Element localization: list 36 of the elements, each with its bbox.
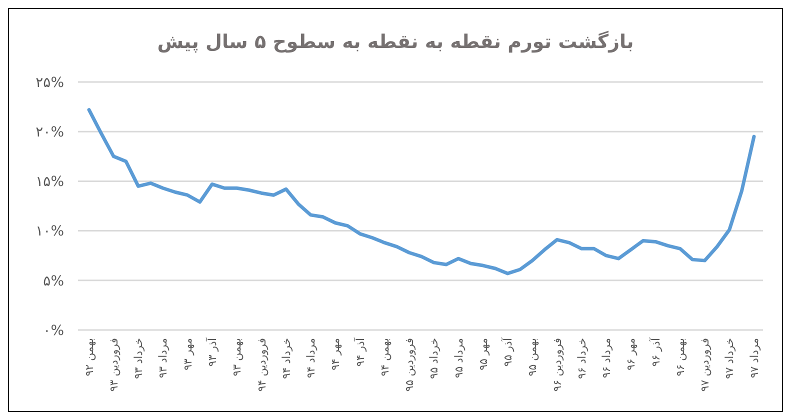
x-tick-label: آذر ۹۳: [205, 337, 219, 367]
x-tick-label: آذر ۹۴: [352, 337, 367, 367]
x-tick-label: خرداد ۹۵: [428, 338, 441, 380]
x-tick-label: بهمن ۹۳: [230, 338, 244, 376]
x-tick-label: مرداد ۹۴: [304, 338, 318, 378]
x-tick-label: مرداد ۹۶: [600, 338, 614, 378]
chart-title: بازگشت تورم نقطه به نقطه به سطوح ۵ سال پیش: [157, 30, 634, 53]
x-tick-label: بهمن ۹۴: [378, 338, 392, 376]
x-tick-label: فروردین ۹۶: [550, 338, 564, 392]
y-tick-label: ۱۰%: [36, 224, 64, 240]
x-tick-label: فروردین ۹۵: [403, 338, 416, 392]
x-tick-label: مهر ۹۵: [476, 338, 490, 370]
x-tick-label: مهر ۹۴: [329, 338, 342, 370]
y-tick-label: ۲۵%: [36, 74, 64, 91]
x-tick-label: فروردین ۹۷: [698, 338, 712, 392]
x-tick-label: مهر ۹۶: [624, 338, 638, 370]
x-tick-label: آذر ۹۵: [500, 337, 515, 367]
y-tick-label: ۱۵%: [36, 174, 64, 190]
x-tick-label: آذر ۹۶: [648, 337, 662, 367]
x-tick-label: خرداد ۹۳: [132, 338, 146, 380]
line-series: [87, 108, 756, 276]
y-tick-label: ۲۰%: [36, 124, 64, 140]
y-tick-label: ۵%: [43, 273, 64, 290]
x-tick-label: فروردین ۹۴: [255, 338, 268, 392]
x-tick-label: خرداد ۹۴: [280, 338, 293, 380]
x-tick-label: مرداد ۹۵: [452, 338, 466, 378]
x-tick-label: فروردین ۹۳: [107, 338, 120, 392]
y-tick-label: ۰%: [43, 322, 64, 339]
x-tick-label: خرداد ۹۷: [723, 338, 736, 380]
x-tick-label: بهمن ۹۵: [526, 338, 540, 376]
x-tick-label: بهمن ۹۶: [674, 338, 687, 376]
x-tick-label: خرداد ۹۶: [575, 338, 588, 380]
x-tick-label: بهمن ۹۲: [82, 338, 96, 376]
x-tick-label: مهر ۹۳: [181, 338, 194, 370]
x-tick-label: مرداد ۹۷: [748, 338, 761, 378]
x-tick-label: مرداد ۹۳: [156, 338, 170, 378]
